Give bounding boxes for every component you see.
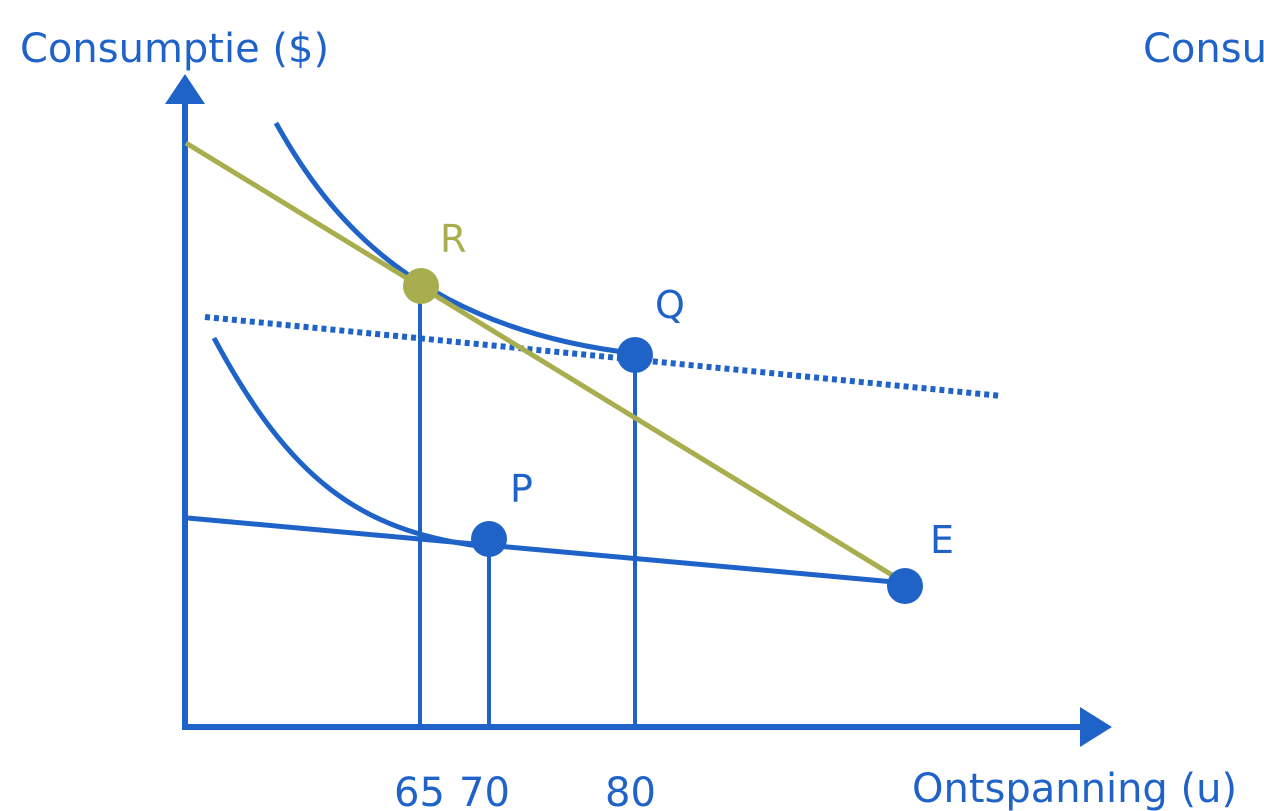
indifference-curve-low	[211, 336, 479, 549]
y-axis-arrow-icon	[165, 74, 205, 104]
tick-label-80: 80	[605, 770, 656, 811]
label-E: E	[930, 518, 954, 562]
point-Q	[617, 337, 653, 373]
label-Q: Q	[655, 283, 685, 327]
tick-label-70: 70	[459, 770, 510, 811]
compensated-budget-line	[204, 314, 1003, 399]
label-R: R	[440, 217, 466, 261]
x-axis-label: Ontspanning (u)	[912, 766, 1237, 811]
budget-line-original	[187, 515, 906, 586]
budget-line-new	[184, 140, 907, 586]
indifference-curve-high	[273, 121, 641, 357]
point-E	[887, 568, 923, 604]
x-axis-arrow-icon	[1080, 707, 1112, 747]
tick-label-65: 65	[394, 770, 445, 811]
point-R	[403, 268, 439, 304]
point-P	[471, 521, 507, 557]
y-axis-label: Consumptie ($)	[20, 26, 329, 72]
right-cut-label: Consu	[1143, 26, 1264, 72]
label-P: P	[510, 467, 533, 511]
